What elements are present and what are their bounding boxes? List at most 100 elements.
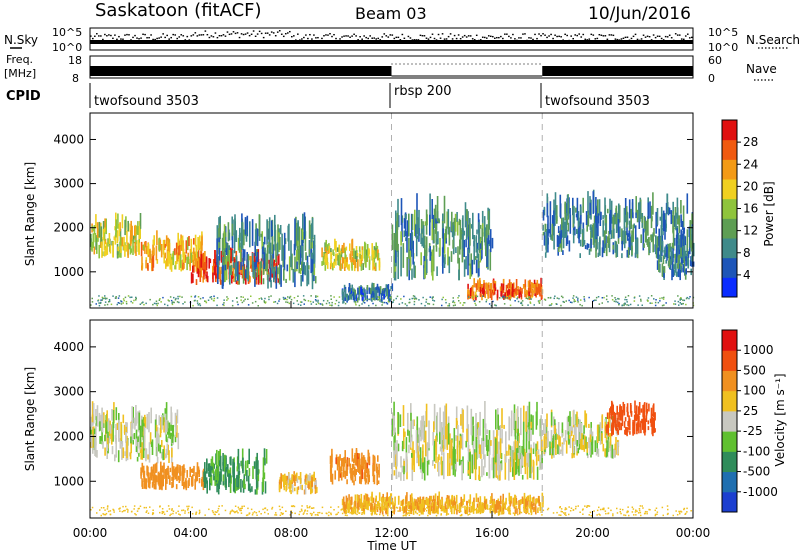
heatmap-cell bbox=[218, 474, 220, 489]
heatmap-cell bbox=[413, 297, 415, 300]
heatmap-cell bbox=[163, 513, 166, 515]
heatmap-cell bbox=[237, 486, 239, 490]
heatmap-cell bbox=[185, 240, 188, 254]
heatmap-cell bbox=[440, 514, 442, 516]
noise-point bbox=[343, 35, 345, 37]
heatmap-cell bbox=[607, 507, 610, 509]
heatmap-cell bbox=[682, 302, 684, 305]
noise-point bbox=[620, 38, 623, 40]
heatmap-cell bbox=[521, 304, 524, 306]
heatmap-cell bbox=[523, 405, 525, 430]
heatmap-cell bbox=[411, 501, 414, 505]
heatmap-cell bbox=[606, 424, 608, 428]
heatmap-cell bbox=[175, 419, 177, 437]
heatmap-cell bbox=[299, 268, 302, 275]
heatmap-cell bbox=[377, 252, 380, 261]
heatmap-cell bbox=[468, 513, 471, 515]
heatmap-cell bbox=[471, 285, 474, 295]
heatmap-cell bbox=[255, 512, 258, 514]
heatmap-cell bbox=[226, 242, 229, 262]
heatmap-cell bbox=[139, 213, 142, 229]
heatmap-cell bbox=[397, 250, 399, 279]
heatmap-cell bbox=[300, 275, 302, 287]
heatmap-cell bbox=[112, 295, 114, 297]
heatmap-cell bbox=[395, 475, 398, 479]
heatmap-cell bbox=[329, 455, 332, 464]
heatmap-cell bbox=[459, 302, 462, 304]
heatmap-cell bbox=[512, 467, 514, 477]
heatmap-cell bbox=[597, 252, 600, 257]
noise-point bbox=[528, 37, 530, 39]
heatmap-cell bbox=[433, 208, 436, 228]
noise-point bbox=[652, 34, 655, 36]
heatmap-cell bbox=[111, 446, 114, 455]
noise-point bbox=[248, 34, 251, 37]
heatmap-cell bbox=[222, 453, 224, 466]
heatmap-cell bbox=[417, 497, 419, 503]
heatmap-cell bbox=[411, 297, 413, 300]
heatmap-cell bbox=[363, 506, 365, 512]
heatmap-cell bbox=[113, 511, 115, 513]
heatmap-cell bbox=[640, 300, 642, 302]
noise-point bbox=[202, 34, 205, 36]
heatmap-cell bbox=[575, 424, 577, 443]
heatmap-cell bbox=[547, 215, 549, 236]
heatmap-cell bbox=[241, 507, 243, 509]
heatmap-cell bbox=[626, 223, 628, 236]
heatmap-cell bbox=[433, 509, 435, 514]
heatmap-cell bbox=[456, 212, 458, 222]
heatmap-cell bbox=[411, 462, 414, 481]
heatmap-cell bbox=[459, 239, 461, 255]
heatmap-cell bbox=[495, 500, 498, 509]
heatmap-cell bbox=[384, 295, 387, 298]
heatmap-cell bbox=[566, 194, 569, 216]
heatmap-cell bbox=[279, 225, 282, 235]
heatmap-cell bbox=[671, 251, 673, 262]
heatmap-cell bbox=[292, 505, 295, 507]
heatmap-cell bbox=[602, 240, 604, 253]
heatmap-cell bbox=[354, 501, 357, 510]
heatmap-cell bbox=[611, 400, 613, 414]
heatmap-cell bbox=[217, 255, 220, 266]
noise-point bbox=[552, 37, 554, 40]
noise-point bbox=[192, 34, 195, 36]
heatmap-cell bbox=[132, 239, 134, 255]
heatmap-cell bbox=[228, 250, 231, 257]
noise-point bbox=[465, 36, 468, 38]
heatmap-cell bbox=[349, 505, 352, 510]
heatmap-cell bbox=[141, 442, 144, 460]
heatmap-cell bbox=[532, 283, 534, 289]
noise-point bbox=[106, 35, 108, 37]
heatmap-cell bbox=[652, 192, 654, 215]
heatmap-cell bbox=[246, 215, 249, 237]
heatmap-cell bbox=[359, 254, 361, 259]
heatmap-cell bbox=[621, 409, 624, 414]
heatmap-cell bbox=[454, 508, 457, 510]
heatmap-cell bbox=[520, 511, 523, 514]
heatmap-cell bbox=[229, 247, 232, 261]
heatmap-cell bbox=[397, 443, 400, 452]
heatmap-cell bbox=[394, 264, 397, 281]
heatmap-cell bbox=[374, 250, 377, 259]
heatmap-cell bbox=[538, 283, 540, 289]
heatmap-cell bbox=[620, 406, 623, 414]
heatmap-cell bbox=[327, 514, 330, 517]
heatmap-cell bbox=[146, 469, 149, 477]
heatmap-cell bbox=[445, 403, 448, 430]
heatmap-cell bbox=[212, 272, 214, 283]
heatmap-cell bbox=[118, 223, 121, 237]
heatmap-cell bbox=[340, 249, 343, 258]
heatmap-cell bbox=[453, 219, 456, 236]
heatmap-cell bbox=[365, 461, 367, 474]
heatmap-cell bbox=[384, 497, 386, 506]
heatmap-cell bbox=[255, 468, 258, 480]
heatmap-cell bbox=[522, 421, 525, 449]
heatmap-cell bbox=[611, 422, 613, 432]
heatmap-cell bbox=[529, 284, 531, 293]
heatmap-cell bbox=[482, 438, 485, 460]
heatmap-cell bbox=[425, 236, 428, 253]
heatmap-cell bbox=[198, 509, 201, 512]
heatmap-cell bbox=[296, 472, 298, 482]
heatmap-cell bbox=[565, 508, 568, 510]
